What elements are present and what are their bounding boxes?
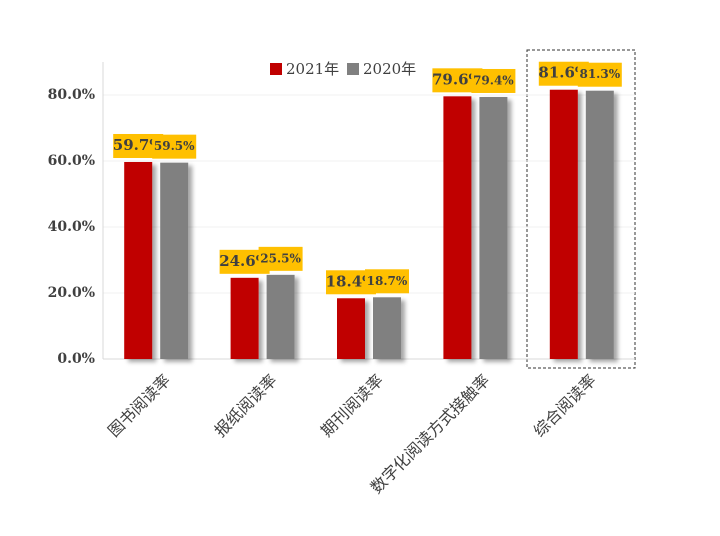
bar	[373, 297, 401, 359]
y-tick-label: 20.0%	[48, 285, 95, 301]
value-label-bg	[471, 68, 516, 93]
value-label: 79.4%	[473, 73, 514, 87]
bar	[124, 161, 153, 359]
x-tick-label: 综合阅读率	[530, 371, 600, 441]
x-tick-label: 图书阅读率	[104, 371, 174, 441]
value-label-bg	[577, 62, 622, 87]
value-label: 18.4%	[326, 272, 377, 290]
y-tick-label: 60.0%	[48, 153, 95, 169]
value-label: 59.5%	[154, 139, 195, 153]
legend-swatch	[270, 63, 282, 75]
value-label: 25.5%	[260, 251, 301, 265]
value-label: 59.7%	[113, 136, 164, 154]
value-label: 79.6%	[432, 70, 483, 88]
value-label: 81.6%	[538, 64, 589, 82]
legend-label: 2020年	[363, 60, 416, 78]
highlight-box	[526, 49, 636, 369]
legend-label: 2021年	[286, 60, 339, 78]
bar	[230, 277, 259, 359]
value-label-bg	[258, 246, 303, 271]
value-label: 18.7%	[367, 274, 408, 288]
legend-swatch	[347, 63, 359, 75]
bar	[160, 162, 189, 359]
y-tick-label: 0.0%	[57, 351, 95, 367]
bar	[549, 89, 578, 359]
value-label-bg	[365, 269, 409, 294]
y-tick-label: 40.0%	[48, 219, 95, 235]
bar	[266, 274, 295, 359]
x-tick-label: 期刊阅读率	[317, 371, 387, 441]
value-label: 24.6%	[219, 252, 270, 270]
bar	[479, 96, 508, 359]
value-label-bg	[152, 134, 197, 159]
bar	[337, 298, 365, 359]
value-label: 81.3%	[579, 67, 620, 81]
x-tick-label: 数字化阅读方式接触率	[367, 371, 494, 498]
bar	[585, 90, 614, 360]
y-tick-label: 80.0%	[48, 87, 95, 103]
bar	[443, 96, 472, 359]
x-tick-label: 报纸阅读率	[211, 371, 281, 441]
